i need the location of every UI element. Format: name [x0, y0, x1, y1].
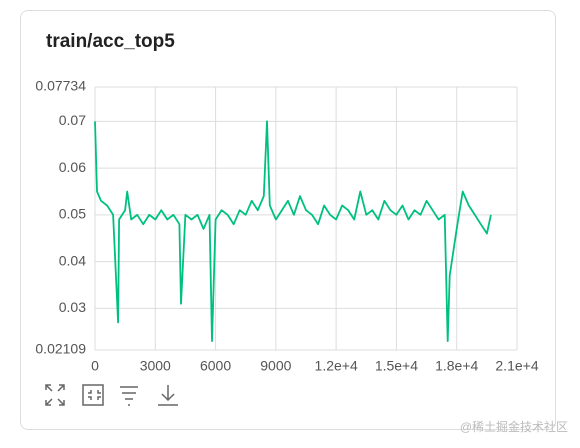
chart-title: train/acc_top5: [46, 31, 175, 52]
y-tick-label: 0.06: [59, 159, 86, 175]
y-tick-label: 0.04: [59, 252, 86, 268]
y-tick-label: 0.07: [59, 112, 86, 128]
y-tick-label: 0.03: [59, 299, 86, 315]
x-tick-label: 6000: [200, 358, 231, 374]
fullscreen-icon[interactable]: [45, 384, 65, 406]
toolbar: [45, 384, 178, 406]
x-tick-label: 0: [91, 358, 99, 374]
card: [20, 10, 556, 430]
y-tick-label: 0.07734: [35, 78, 86, 94]
x-tick-label: 2.1e+4: [495, 358, 538, 374]
x-tick-label: 1.8e+4: [435, 358, 478, 374]
y-tick-label: 0.02109: [35, 341, 86, 357]
y-tick-label: 0.05: [59, 206, 86, 222]
fit-icon[interactable]: [82, 384, 104, 406]
x-tick-label: 1.2e+4: [315, 358, 358, 374]
x-tick-label: 9000: [260, 358, 291, 374]
filter-icon[interactable]: [120, 386, 138, 406]
watermark: @稀土掘金技术社区: [460, 419, 568, 434]
download-icon[interactable]: [158, 385, 178, 406]
x-tick-label: 1.5e+4: [375, 358, 418, 374]
x-tick-label: 3000: [140, 358, 171, 374]
data-line: [94, 120, 492, 342]
